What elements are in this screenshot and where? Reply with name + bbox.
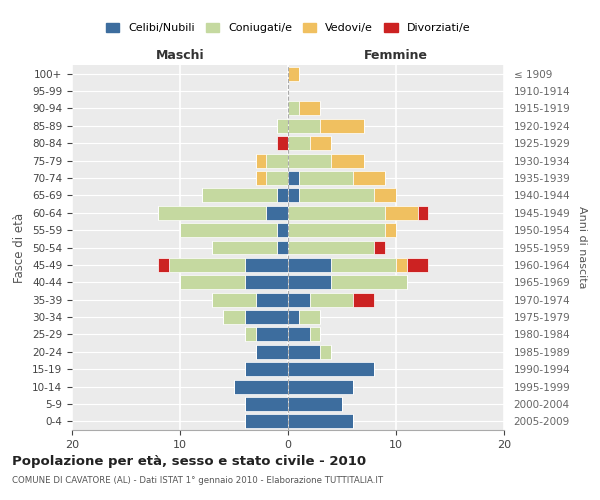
Bar bbox=[288, 171, 299, 185]
Bar bbox=[266, 206, 288, 220]
Bar bbox=[288, 102, 299, 116]
Bar bbox=[288, 362, 374, 376]
Bar bbox=[288, 240, 374, 254]
Bar bbox=[266, 154, 288, 168]
Bar bbox=[266, 171, 288, 185]
Bar bbox=[256, 154, 266, 168]
Bar bbox=[331, 276, 407, 289]
Bar bbox=[331, 154, 364, 168]
Bar bbox=[310, 328, 320, 342]
Legend: Celibi/Nubili, Coniugati/e, Vedovi/e, Divorziati/e: Celibi/Nubili, Coniugati/e, Vedovi/e, Di… bbox=[103, 20, 473, 36]
Bar bbox=[288, 292, 310, 306]
Bar bbox=[385, 223, 396, 237]
Bar bbox=[245, 328, 256, 342]
Bar bbox=[288, 328, 310, 342]
Bar bbox=[277, 223, 288, 237]
Bar bbox=[288, 276, 331, 289]
Bar bbox=[288, 397, 342, 411]
Bar bbox=[169, 258, 245, 272]
Bar bbox=[374, 240, 385, 254]
Bar bbox=[288, 154, 331, 168]
Bar bbox=[245, 258, 288, 272]
Bar bbox=[288, 345, 320, 358]
Bar bbox=[374, 188, 396, 202]
Bar bbox=[277, 136, 288, 150]
Bar bbox=[180, 223, 277, 237]
Bar bbox=[180, 276, 245, 289]
Bar bbox=[310, 136, 331, 150]
Bar bbox=[407, 258, 428, 272]
Bar bbox=[277, 240, 288, 254]
Bar bbox=[212, 240, 277, 254]
Bar bbox=[245, 310, 288, 324]
Text: Femmine: Femmine bbox=[364, 50, 428, 62]
Bar bbox=[202, 188, 277, 202]
Y-axis label: Fasce di età: Fasce di età bbox=[13, 212, 26, 282]
Bar bbox=[256, 292, 288, 306]
Bar bbox=[385, 206, 418, 220]
Bar bbox=[245, 414, 288, 428]
Bar bbox=[288, 258, 331, 272]
Bar bbox=[288, 66, 299, 80]
Bar bbox=[158, 206, 266, 220]
Bar bbox=[320, 345, 331, 358]
Bar bbox=[310, 292, 353, 306]
Bar bbox=[256, 345, 288, 358]
Text: Maschi: Maschi bbox=[155, 50, 205, 62]
Bar bbox=[331, 258, 396, 272]
Y-axis label: Anni di nascita: Anni di nascita bbox=[577, 206, 587, 289]
Text: COMUNE DI CAVATORE (AL) - Dati ISTAT 1° gennaio 2010 - Elaborazione TUTTITALIA.I: COMUNE DI CAVATORE (AL) - Dati ISTAT 1° … bbox=[12, 476, 383, 485]
Bar bbox=[288, 188, 299, 202]
Bar bbox=[245, 397, 288, 411]
Bar bbox=[353, 171, 385, 185]
Bar bbox=[299, 171, 353, 185]
Bar bbox=[277, 188, 288, 202]
Bar bbox=[245, 276, 288, 289]
Bar bbox=[212, 292, 256, 306]
Bar bbox=[288, 310, 299, 324]
Text: Popolazione per età, sesso e stato civile - 2010: Popolazione per età, sesso e stato civil… bbox=[12, 455, 366, 468]
Bar bbox=[223, 310, 245, 324]
Bar bbox=[320, 119, 364, 133]
Bar bbox=[288, 414, 353, 428]
Bar bbox=[288, 380, 353, 394]
Bar bbox=[256, 171, 266, 185]
Bar bbox=[353, 292, 374, 306]
Bar bbox=[288, 136, 310, 150]
Bar bbox=[418, 206, 428, 220]
Bar bbox=[288, 119, 320, 133]
Bar bbox=[245, 362, 288, 376]
Bar bbox=[158, 258, 169, 272]
Bar bbox=[234, 380, 288, 394]
Bar bbox=[396, 258, 407, 272]
Bar bbox=[299, 188, 374, 202]
Bar bbox=[299, 102, 320, 116]
Bar bbox=[277, 119, 288, 133]
Bar bbox=[288, 206, 385, 220]
Bar bbox=[256, 328, 288, 342]
Bar bbox=[299, 310, 320, 324]
Bar bbox=[288, 223, 385, 237]
